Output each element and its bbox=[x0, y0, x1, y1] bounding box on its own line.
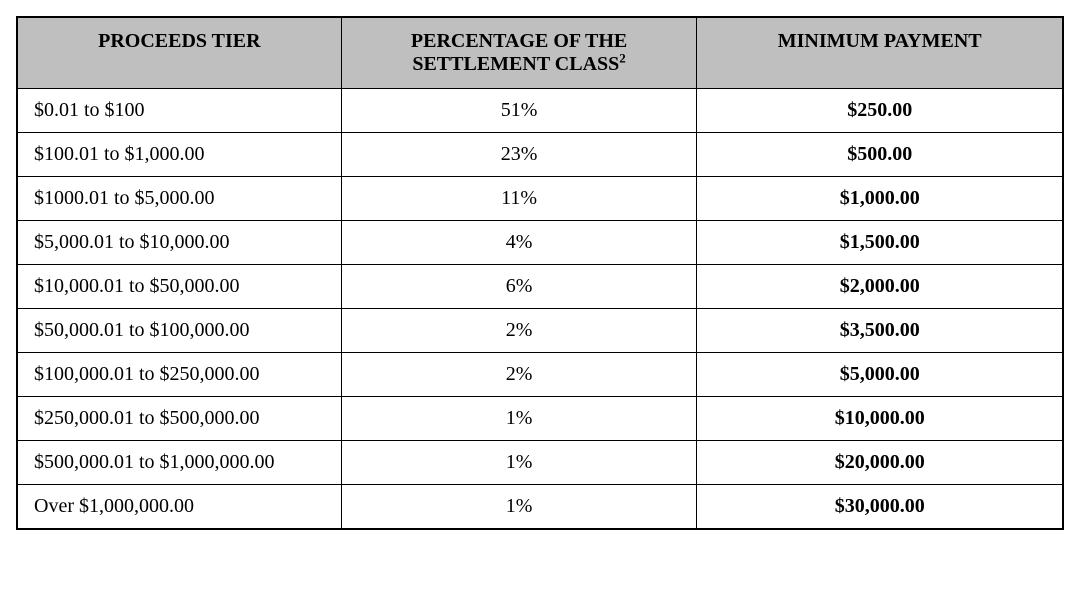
table-row: $10,000.01 to $50,000.00 6% $2,000.00 bbox=[17, 265, 1063, 309]
cell-minimum-payment: $500.00 bbox=[697, 133, 1063, 177]
settlement-table: PROCEEDS TIER PERCENTAGE OF THE SETTLEME… bbox=[16, 16, 1064, 530]
table-row: Over $1,000,000.00 1% $30,000.00 bbox=[17, 485, 1063, 530]
table-row: $100.01 to $1,000.00 23% $500.00 bbox=[17, 133, 1063, 177]
table-header: PROCEEDS TIER PERCENTAGE OF THE SETTLEME… bbox=[17, 17, 1063, 89]
cell-minimum-payment: $30,000.00 bbox=[697, 485, 1063, 530]
cell-percentage: 51% bbox=[341, 89, 697, 133]
cell-proceeds-tier: $500,000.01 to $1,000,000.00 bbox=[17, 441, 341, 485]
cell-proceeds-tier: $50,000.01 to $100,000.00 bbox=[17, 309, 341, 353]
table-body: $0.01 to $100 51% $250.00 $100.01 to $1,… bbox=[17, 89, 1063, 530]
cell-proceeds-tier: $100.01 to $1,000.00 bbox=[17, 133, 341, 177]
column-header-proceeds-tier: PROCEEDS TIER bbox=[17, 17, 341, 89]
cell-proceeds-tier: $5,000.01 to $10,000.00 bbox=[17, 221, 341, 265]
cell-minimum-payment: $1,500.00 bbox=[697, 221, 1063, 265]
cell-proceeds-tier: $1000.01 to $5,000.00 bbox=[17, 177, 341, 221]
table-row: $1000.01 to $5,000.00 11% $1,000.00 bbox=[17, 177, 1063, 221]
column-header-percentage-text: PERCENTAGE OF THE SETTLEMENT CLASS bbox=[411, 30, 627, 75]
cell-percentage: 23% bbox=[341, 133, 697, 177]
cell-percentage: 4% bbox=[341, 221, 697, 265]
cell-percentage: 1% bbox=[341, 441, 697, 485]
table-header-row: PROCEEDS TIER PERCENTAGE OF THE SETTLEME… bbox=[17, 17, 1063, 89]
column-header-percentage: PERCENTAGE OF THE SETTLEMENT CLASS2 bbox=[341, 17, 697, 89]
column-header-minimum-payment: MINIMUM PAYMENT bbox=[697, 17, 1063, 89]
cell-minimum-payment: $1,000.00 bbox=[697, 177, 1063, 221]
cell-percentage: 1% bbox=[341, 397, 697, 441]
cell-minimum-payment: $250.00 bbox=[697, 89, 1063, 133]
table-row: $5,000.01 to $10,000.00 4% $1,500.00 bbox=[17, 221, 1063, 265]
table-row: $250,000.01 to $500,000.00 1% $10,000.00 bbox=[17, 397, 1063, 441]
cell-minimum-payment: $20,000.00 bbox=[697, 441, 1063, 485]
table-row: $50,000.01 to $100,000.00 2% $3,500.00 bbox=[17, 309, 1063, 353]
cell-percentage: 1% bbox=[341, 485, 697, 530]
cell-proceeds-tier: $10,000.01 to $50,000.00 bbox=[17, 265, 341, 309]
cell-minimum-payment: $10,000.00 bbox=[697, 397, 1063, 441]
cell-minimum-payment: $5,000.00 bbox=[697, 353, 1063, 397]
cell-proceeds-tier: $100,000.01 to $250,000.00 bbox=[17, 353, 341, 397]
table-row: $100,000.01 to $250,000.00 2% $5,000.00 bbox=[17, 353, 1063, 397]
cell-percentage: 11% bbox=[341, 177, 697, 221]
table-row: $0.01 to $100 51% $250.00 bbox=[17, 89, 1063, 133]
cell-proceeds-tier: $250,000.01 to $500,000.00 bbox=[17, 397, 341, 441]
cell-minimum-payment: $3,500.00 bbox=[697, 309, 1063, 353]
footnote-marker: 2 bbox=[619, 50, 626, 65]
cell-minimum-payment: $2,000.00 bbox=[697, 265, 1063, 309]
cell-percentage: 2% bbox=[341, 353, 697, 397]
cell-proceeds-tier: $0.01 to $100 bbox=[17, 89, 341, 133]
cell-percentage: 2% bbox=[341, 309, 697, 353]
cell-proceeds-tier: Over $1,000,000.00 bbox=[17, 485, 341, 530]
cell-percentage: 6% bbox=[341, 265, 697, 309]
table-row: $500,000.01 to $1,000,000.00 1% $20,000.… bbox=[17, 441, 1063, 485]
